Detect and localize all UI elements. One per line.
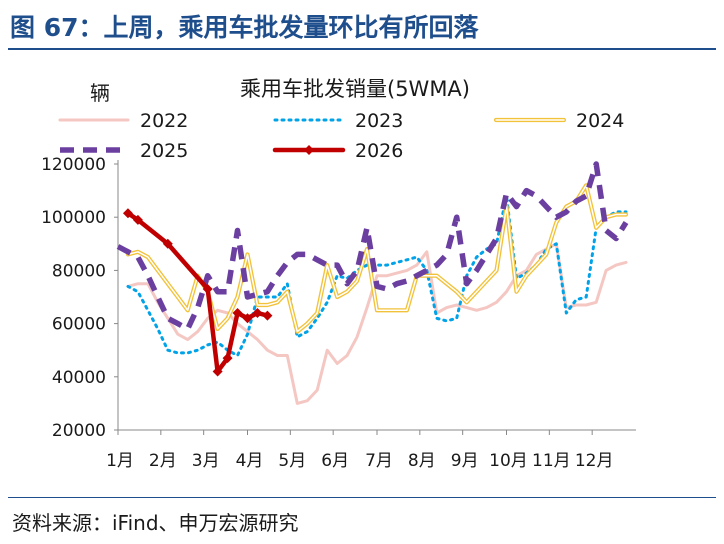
legend: 2022 2023 2024 2025 2026 — [58, 110, 624, 162]
x-tick-label: 2月 — [149, 451, 177, 471]
chart-title: 乘用车批发销量(5WMA) — [240, 77, 470, 101]
source-note: 资料来源：iFind、申万宏源研究 — [12, 511, 299, 535]
x-tick-label: 3月 — [192, 451, 220, 471]
series-2026-point — [242, 313, 253, 324]
x-tick-label: 7月 — [365, 451, 393, 471]
series-2023-line — [126, 194, 628, 357]
legend-2022-label: 2022 — [140, 110, 188, 132]
series-2026-point — [132, 214, 143, 225]
series-2026-point — [232, 307, 243, 318]
legend-2025-label: 2025 — [140, 140, 188, 162]
x-tick-label: 4月 — [236, 451, 264, 471]
legend-2026-label: 2026 — [355, 140, 403, 162]
x-tick-label: 9月 — [451, 451, 479, 471]
y-tick-label: 120000 — [41, 155, 106, 175]
x-tick-label: 12月 — [575, 451, 614, 471]
series-2025-line — [116, 161, 629, 332]
x-tick-label: 1月 — [106, 451, 134, 471]
source-divider — [8, 497, 716, 498]
series-2026-point — [162, 238, 173, 249]
y-tick-label: 60000 — [52, 315, 106, 335]
series-2026-line — [125, 210, 270, 374]
x-tick-label: 10月 — [489, 451, 528, 471]
series-2022-line — [126, 242, 628, 405]
legend-2023-label: 2023 — [355, 110, 403, 132]
series-2026-point — [122, 208, 133, 219]
x-tick-label: 8月 — [408, 451, 436, 471]
plot-area — [116, 161, 629, 405]
chart: 乘用车批发销量(5WMA) 辆 2022 2023 2024 2025 2026 200… — [41, 77, 636, 471]
y-tick-label: 80000 — [52, 261, 106, 281]
legend-2026-marker — [304, 145, 314, 155]
legend-2024-label: 2024 — [576, 110, 624, 132]
x-tick-label: 11月 — [532, 451, 571, 471]
series-2026-point — [262, 310, 273, 321]
series-2024-line-inner — [127, 184, 627, 333]
series-2026-point — [202, 284, 213, 295]
x-tick-label: 6月 — [321, 451, 349, 471]
title-divider — [8, 48, 716, 50]
y-axis-unit: 辆 — [90, 81, 110, 105]
series-2026-point — [222, 353, 233, 364]
y-tick-label: 20000 — [52, 421, 106, 441]
figure-title: 图 67：上周，乘用车批发量环比有所回落 — [10, 13, 479, 42]
series-2026-point — [252, 307, 263, 318]
series-2026-point — [212, 366, 223, 377]
y-tick-label: 40000 — [52, 368, 106, 388]
y-tick-label: 100000 — [41, 208, 106, 228]
axes: 20000 40000 60000 80000 100000 120000 1月 2月 3月 4月… — [41, 155, 636, 471]
x-tick-label: 5月 — [278, 451, 306, 471]
